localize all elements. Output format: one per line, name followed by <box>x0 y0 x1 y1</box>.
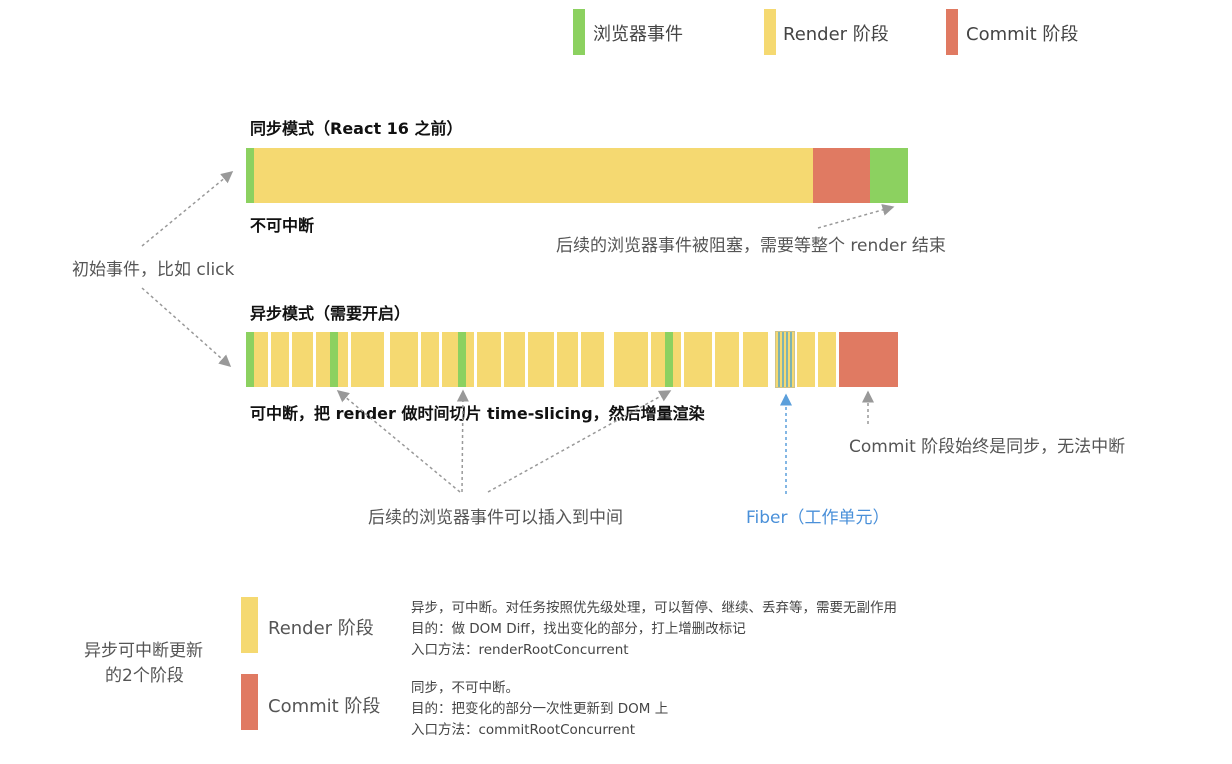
async-render-slice <box>715 332 739 387</box>
summary-render-line: 目的：做 DOM Diff，找出变化的部分，打上增删改标记 <box>411 621 746 637</box>
sync-timeline-bar <box>246 148 908 203</box>
legend-browser-event-label: 浏览器事件 <box>593 24 683 45</box>
summary-commit-line: 同步，不可中断。 <box>411 680 519 696</box>
async-inserted-event-segment <box>330 332 338 387</box>
sync-commit-segment <box>813 148 870 203</box>
summary-render-name: Render 阶段 <box>268 618 374 639</box>
arrow-blocked-event <box>817 204 895 229</box>
summary-render-swatch <box>241 597 258 653</box>
async-inserted-event-segment <box>458 332 466 387</box>
async-render-slice <box>581 332 604 387</box>
async-render-slice <box>338 332 348 387</box>
summary-commit-name: Commit 阶段 <box>268 696 381 717</box>
async-commit-note: Commit 阶段始终是同步，无法中断 <box>849 437 1126 457</box>
arrow-insert-2 <box>456 389 469 493</box>
arrow-insert-3 <box>487 390 672 493</box>
async-caption: 可中断，把 render 做时间切片 time-slicing，然后增量渲染 <box>250 404 705 423</box>
summary-commit-line: 入口方法：commitRootConcurrent <box>411 722 636 738</box>
initial-event-label: 初始事件，比如 click <box>72 260 235 280</box>
async-render-slice <box>818 332 836 387</box>
async-render-slice <box>292 332 313 387</box>
summary-commit-line: 目的：把变化的部分一次性更新到 DOM 上 <box>411 701 669 717</box>
async-render-slice <box>271 332 289 387</box>
legend-commit-label: Commit 阶段 <box>966 24 1079 45</box>
async-render-slice <box>557 332 578 387</box>
legend-render-swatch <box>764 9 776 55</box>
async-render-slice <box>390 332 418 387</box>
async-timeline-bar <box>246 331 898 388</box>
async-render-slice <box>614 332 648 387</box>
async-browser-event-segment <box>246 332 254 387</box>
async-render-slice <box>477 332 501 387</box>
async-render-slice <box>528 332 554 387</box>
summary-render-line: 异步，可中断。对任务按照优先级处理，可以暂停、继续、丢弃等，需要无副作用 <box>411 600 897 616</box>
async-render-slice <box>466 332 474 387</box>
async-render-slice <box>743 332 768 387</box>
arrow-initial-to-async <box>141 287 232 367</box>
async-render-slice <box>442 332 458 387</box>
sync-caption: 不可中断 <box>250 216 315 235</box>
async-mode-title: 异步模式（需要开启） <box>250 304 411 323</box>
legend-commit-swatch <box>946 9 958 55</box>
summary-commit-swatch <box>241 674 258 730</box>
async-commit-segment <box>839 332 898 387</box>
async-fiber-unit <box>775 331 795 388</box>
async-render-slice <box>651 332 665 387</box>
async-inserted-event-segment <box>665 332 673 387</box>
async-render-slice <box>797 332 815 387</box>
sync-blocked-event-segment <box>870 148 908 203</box>
async-render-slice <box>684 332 712 387</box>
arrow-initial-to-sync <box>141 171 234 247</box>
sync-browser-event-segment <box>246 148 254 203</box>
summary-render-line: 入口方法：renderRootConcurrent <box>411 642 629 658</box>
sync-render-segment <box>254 148 813 203</box>
fiber-note: Fiber（工作单元） <box>746 508 890 528</box>
legend-browser-event-swatch <box>573 9 585 55</box>
arrow-insert-1 <box>336 390 461 493</box>
legend-render-label: Render 阶段 <box>783 24 889 45</box>
async-render-slice <box>316 332 330 387</box>
async-render-slice <box>421 332 439 387</box>
summary-heading-line1: 异步可中断更新 <box>84 641 203 661</box>
async-insert-note: 后续的浏览器事件可以插入到中间 <box>368 508 623 528</box>
async-render-slice <box>351 332 384 387</box>
async-render-slice <box>254 332 268 387</box>
summary-heading-line2: 的2个阶段 <box>105 666 184 686</box>
sync-mode-title: 同步模式（React 16 之前） <box>250 119 463 138</box>
sync-blocked-note: 后续的浏览器事件被阻塞，需要等整个 render 结束 <box>556 236 946 256</box>
async-render-slice <box>673 332 681 387</box>
async-render-slice <box>504 332 525 387</box>
